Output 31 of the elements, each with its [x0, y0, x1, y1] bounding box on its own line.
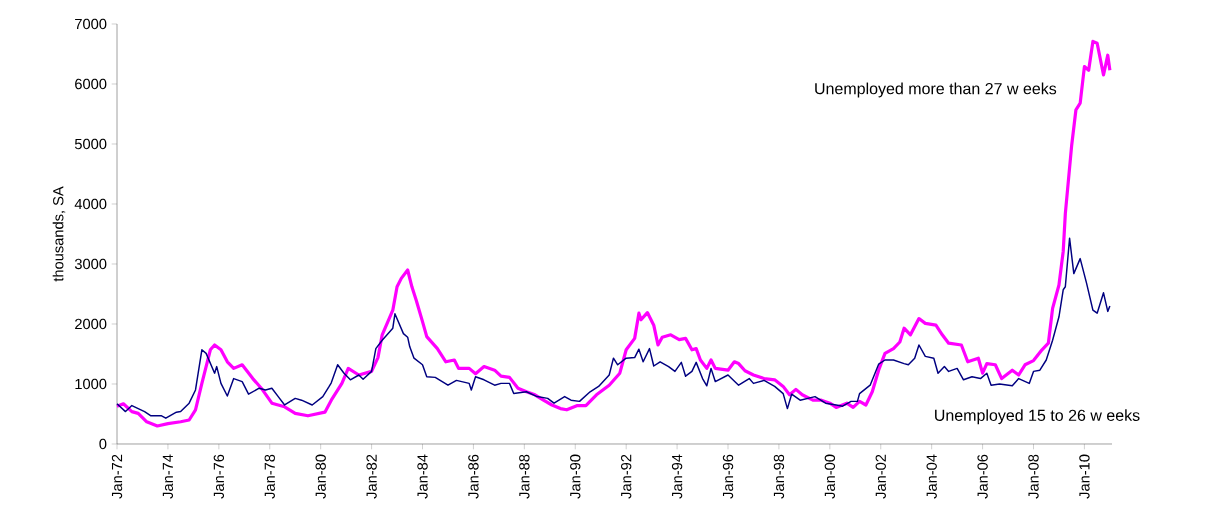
x-tick-label: Jan-10: [1079, 454, 1090, 499]
x-tick-label: Jan-72: [111, 454, 123, 499]
y-tick-label: 2000: [75, 318, 107, 330]
x-tick-label: Jan-04: [926, 454, 937, 499]
x-tick-label: Jan-74: [162, 454, 174, 499]
y-tick-label: 3000: [74, 258, 107, 270]
x-tick-label: Jan-94: [671, 454, 683, 499]
x-tick-label: Jan-92: [621, 454, 632, 499]
x-tick-label: Jan-08: [1028, 454, 1039, 499]
y-tick-label: 4000: [74, 198, 107, 210]
x-tick-label: Jan-82: [366, 454, 377, 499]
y-axis-title: thousands, SA: [52, 186, 66, 282]
x-tick-label: Jan-02: [875, 454, 886, 499]
x-tick-label: Jan-86: [468, 454, 479, 499]
x-tick-label: Jan-98: [773, 454, 785, 499]
x-tick-label: Jan-06: [977, 454, 988, 499]
x-tick-label: Jan-90: [570, 454, 581, 499]
text: Unemployed 15 to 26 w eeks: [935, 409, 1140, 425]
x-tick-label: Jan-00: [824, 454, 836, 499]
x-tick-label: Jan-88: [519, 454, 530, 499]
y-tick-label: 0: [99, 438, 107, 450]
x-tick-label: Jan-76: [213, 454, 225, 499]
y-tick-label: 6000: [75, 78, 107, 90]
y-tick-label: 7000: [75, 18, 107, 30]
y-tick-label: 5000: [74, 138, 107, 150]
series-label: Unemployed more than 27 w eeks: [815, 82, 1057, 98]
x-tick-label: Jan-84: [417, 454, 428, 499]
x-tick-label: Jan-96: [722, 454, 734, 499]
x-tick-label: Jan-78: [264, 454, 275, 499]
y-tick-label: 1000: [75, 378, 107, 390]
x-tick-label: Jan-80: [315, 454, 326, 499]
